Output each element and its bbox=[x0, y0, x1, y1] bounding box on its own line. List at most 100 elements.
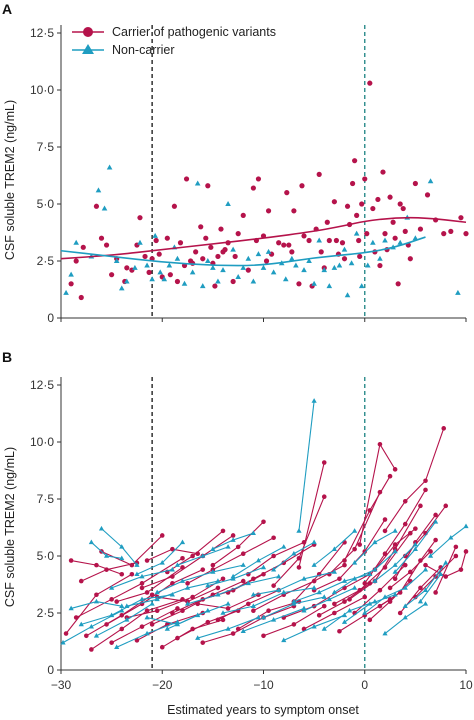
carrier-point bbox=[458, 567, 464, 572]
noncarrier-point bbox=[372, 578, 378, 583]
noncarrier-point bbox=[124, 278, 130, 284]
noncarrier-point bbox=[195, 635, 201, 640]
noncarrier-point bbox=[113, 258, 120, 263]
carrier-trajectory bbox=[349, 505, 421, 600]
carrier-point bbox=[240, 212, 246, 218]
carrier-point bbox=[170, 610, 175, 616]
panel-b-x-tick-label: −20 bbox=[152, 678, 173, 692]
carrier-point bbox=[400, 205, 406, 212]
noncarrier-point bbox=[205, 582, 211, 588]
carrier-point bbox=[271, 535, 276, 541]
carrier-point bbox=[357, 542, 362, 547]
carrier-point bbox=[357, 253, 363, 260]
carrier-point bbox=[289, 249, 295, 255]
noncarrier-point bbox=[225, 601, 231, 606]
carrier-point bbox=[190, 553, 195, 559]
carrier-point bbox=[129, 571, 135, 577]
carrier-point bbox=[382, 517, 388, 522]
panel-b-y-axis-title: CSF soluble TREM2 (ng/mL) bbox=[3, 447, 17, 607]
carrier-point bbox=[104, 622, 109, 627]
noncarrier-point bbox=[149, 601, 155, 606]
carrier-point bbox=[153, 237, 159, 244]
noncarrier-point bbox=[255, 557, 262, 563]
carrier-point bbox=[174, 278, 181, 285]
noncarrier-point bbox=[60, 639, 66, 645]
carrier-point bbox=[402, 521, 408, 527]
carrier-point bbox=[68, 558, 74, 563]
carrier-point bbox=[377, 262, 383, 269]
carrier-point bbox=[235, 544, 241, 550]
carrier-point bbox=[240, 578, 246, 584]
carrier-point bbox=[215, 617, 221, 623]
noncarrier-point bbox=[331, 589, 337, 595]
noncarrier-point bbox=[311, 398, 317, 403]
carrier-point bbox=[134, 638, 140, 643]
noncarrier-point bbox=[271, 617, 277, 622]
noncarrier-point bbox=[139, 573, 145, 579]
noncarrier-point bbox=[215, 278, 221, 284]
carrier-point bbox=[109, 640, 114, 645]
carrier-point bbox=[332, 610, 337, 616]
carrier-point bbox=[387, 473, 393, 479]
carrier-point bbox=[321, 603, 327, 609]
carrier-point bbox=[170, 574, 175, 579]
noncarrier-trajectory bbox=[156, 564, 244, 593]
noncarrier-point bbox=[88, 539, 94, 545]
noncarrier-trajectory bbox=[253, 571, 335, 596]
noncarrier-point bbox=[392, 528, 398, 533]
carrier-point bbox=[170, 546, 175, 552]
noncarrier-point bbox=[174, 562, 181, 567]
noncarrier-point bbox=[88, 623, 94, 629]
noncarrier-point bbox=[417, 598, 424, 604]
noncarrier-point bbox=[68, 605, 74, 611]
noncarrier-fit-line bbox=[60, 236, 426, 267]
noncarrier-point bbox=[109, 612, 115, 618]
carrier-point bbox=[232, 253, 238, 260]
noncarrier-point bbox=[106, 164, 113, 170]
noncarrier-point bbox=[291, 598, 297, 604]
carrier-point bbox=[124, 265, 130, 271]
carrier-point bbox=[402, 228, 408, 234]
carrier-point bbox=[392, 576, 398, 582]
carrier-point bbox=[402, 498, 408, 504]
noncarrier-point bbox=[377, 255, 383, 261]
noncarrier-point bbox=[220, 267, 226, 273]
noncarrier-point bbox=[316, 589, 322, 595]
carrier-trajectory bbox=[425, 551, 467, 578]
carrier-point bbox=[205, 619, 211, 625]
carrier-point bbox=[423, 487, 428, 493]
carrier-point bbox=[276, 240, 282, 246]
noncarrier-point bbox=[93, 598, 100, 604]
carrier-point bbox=[397, 590, 403, 595]
noncarrier-point bbox=[184, 585, 191, 590]
carrier-point bbox=[167, 272, 173, 278]
noncarrier-point bbox=[402, 614, 408, 620]
noncarrier-point bbox=[443, 560, 449, 565]
carrier-point bbox=[402, 553, 408, 559]
noncarrier-point bbox=[281, 589, 287, 595]
carrier-point bbox=[433, 590, 438, 595]
panel-b-y-tick-label: 2·5 bbox=[37, 606, 55, 620]
noncarrier-point bbox=[370, 239, 376, 245]
carrier-point bbox=[200, 567, 206, 572]
panel-a-y-tick-label: 2·5 bbox=[37, 254, 55, 268]
noncarrier-point bbox=[144, 630, 150, 636]
carrier-point bbox=[63, 631, 69, 636]
noncarrier-point bbox=[179, 539, 186, 545]
noncarrier-point bbox=[124, 603, 130, 608]
carrier-point bbox=[367, 80, 373, 86]
noncarrier-point bbox=[382, 237, 388, 243]
carrier-point bbox=[177, 240, 184, 246]
carrier-point bbox=[296, 555, 302, 561]
legend-noncarrier-marker bbox=[82, 44, 94, 54]
carrier-point bbox=[453, 544, 459, 550]
carrier-point bbox=[208, 244, 214, 250]
carrier-point bbox=[377, 441, 383, 447]
carrier-trajectory bbox=[435, 546, 457, 593]
noncarrier-point bbox=[265, 248, 272, 254]
carrier-point bbox=[230, 278, 236, 285]
noncarrier-point bbox=[271, 566, 277, 572]
noncarrier-point bbox=[448, 534, 454, 540]
noncarrier-trajectory bbox=[298, 400, 315, 531]
panel-a-y-tick-label: 7·5 bbox=[37, 140, 55, 154]
